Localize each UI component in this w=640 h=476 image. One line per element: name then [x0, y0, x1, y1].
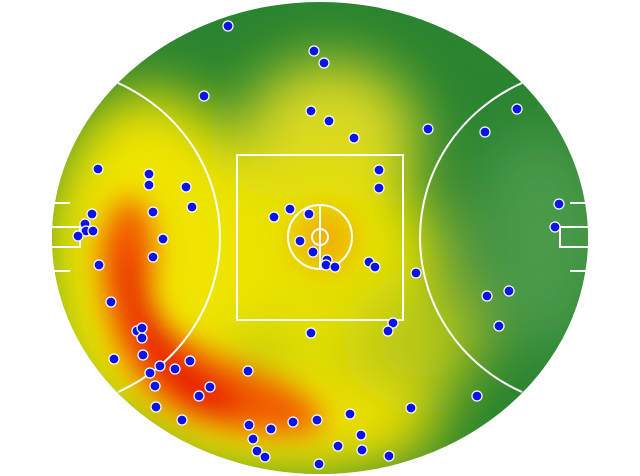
point [92, 163, 104, 175]
point [481, 290, 493, 302]
point [294, 235, 306, 247]
point [348, 132, 360, 144]
point [169, 363, 181, 375]
point [251, 445, 263, 457]
point [284, 203, 296, 215]
point [344, 408, 356, 420]
point [157, 233, 169, 245]
point [373, 182, 385, 194]
point [193, 390, 205, 402]
point [305, 327, 317, 339]
point [93, 259, 105, 271]
point [180, 181, 192, 193]
point [313, 458, 325, 470]
point [108, 353, 120, 365]
point [307, 246, 319, 258]
point [311, 414, 323, 426]
point [247, 433, 259, 445]
point [503, 285, 515, 297]
point [143, 168, 155, 180]
point [259, 451, 271, 463]
point [242, 365, 254, 377]
point [356, 444, 368, 456]
point [383, 450, 395, 462]
field-lines [52, 82, 588, 393]
point [493, 320, 505, 332]
point [387, 317, 399, 329]
point [184, 355, 196, 367]
point [147, 251, 159, 263]
point [243, 419, 255, 431]
point [305, 105, 317, 117]
point [329, 261, 341, 273]
point [303, 208, 315, 220]
point [382, 325, 394, 337]
point [265, 423, 277, 435]
point [147, 206, 159, 218]
point [136, 322, 148, 334]
point [143, 179, 155, 191]
point [323, 115, 335, 127]
point [471, 390, 483, 402]
point [287, 416, 299, 428]
point [268, 211, 280, 223]
point [204, 381, 216, 393]
point [87, 225, 99, 237]
point [150, 401, 162, 413]
point [332, 440, 344, 452]
point [553, 198, 565, 210]
point [176, 414, 188, 426]
point [72, 230, 84, 242]
point [154, 360, 166, 372]
point [144, 367, 156, 379]
point [355, 429, 367, 441]
point [136, 332, 148, 344]
point [373, 164, 385, 176]
point [186, 201, 198, 213]
point [422, 123, 434, 135]
point [511, 103, 523, 115]
point [222, 20, 234, 32]
point [137, 349, 149, 361]
point [369, 261, 381, 273]
point [549, 221, 561, 233]
point [308, 45, 320, 57]
point [149, 380, 161, 392]
point [405, 402, 417, 414]
point [105, 296, 117, 308]
point [479, 126, 491, 138]
point [86, 208, 98, 220]
point [320, 259, 332, 271]
point [318, 57, 330, 69]
point [198, 90, 210, 102]
point [410, 267, 422, 279]
